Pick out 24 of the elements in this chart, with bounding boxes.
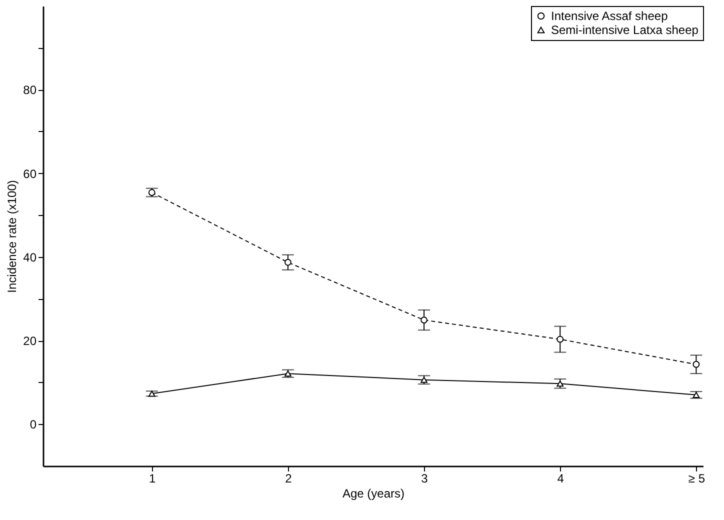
y-tick-label: 0 bbox=[30, 418, 37, 432]
point bbox=[556, 380, 564, 387]
point bbox=[692, 392, 700, 398]
x-tick-label: ≥ 5 bbox=[688, 472, 706, 486]
y-tick-label: 40 bbox=[23, 250, 37, 264]
x-tick-label: 2 bbox=[285, 472, 292, 486]
point bbox=[420, 316, 428, 324]
legend-label: Intensive Assaf sheep bbox=[551, 9, 668, 23]
y-tick-label: 60 bbox=[23, 166, 37, 181]
legend-label: Semi-intensive Latxa sheep bbox=[551, 23, 699, 37]
y-axis-title: Incidence rate (x100) bbox=[5, 180, 20, 293]
y-tick-label: 80 bbox=[23, 83, 37, 98]
point bbox=[148, 390, 156, 397]
x-tick-label: 4 bbox=[557, 472, 564, 486]
point bbox=[692, 360, 700, 368]
point bbox=[556, 336, 564, 343]
point bbox=[420, 376, 428, 383]
point bbox=[284, 258, 292, 266]
y-tick-label: 20 bbox=[23, 334, 37, 348]
point bbox=[284, 370, 292, 377]
x-tick-label: 1 bbox=[149, 472, 156, 486]
point bbox=[148, 189, 156, 196]
x-tick-label: 3 bbox=[421, 472, 428, 486]
x-axis-title: Age (years) bbox=[342, 486, 405, 500]
